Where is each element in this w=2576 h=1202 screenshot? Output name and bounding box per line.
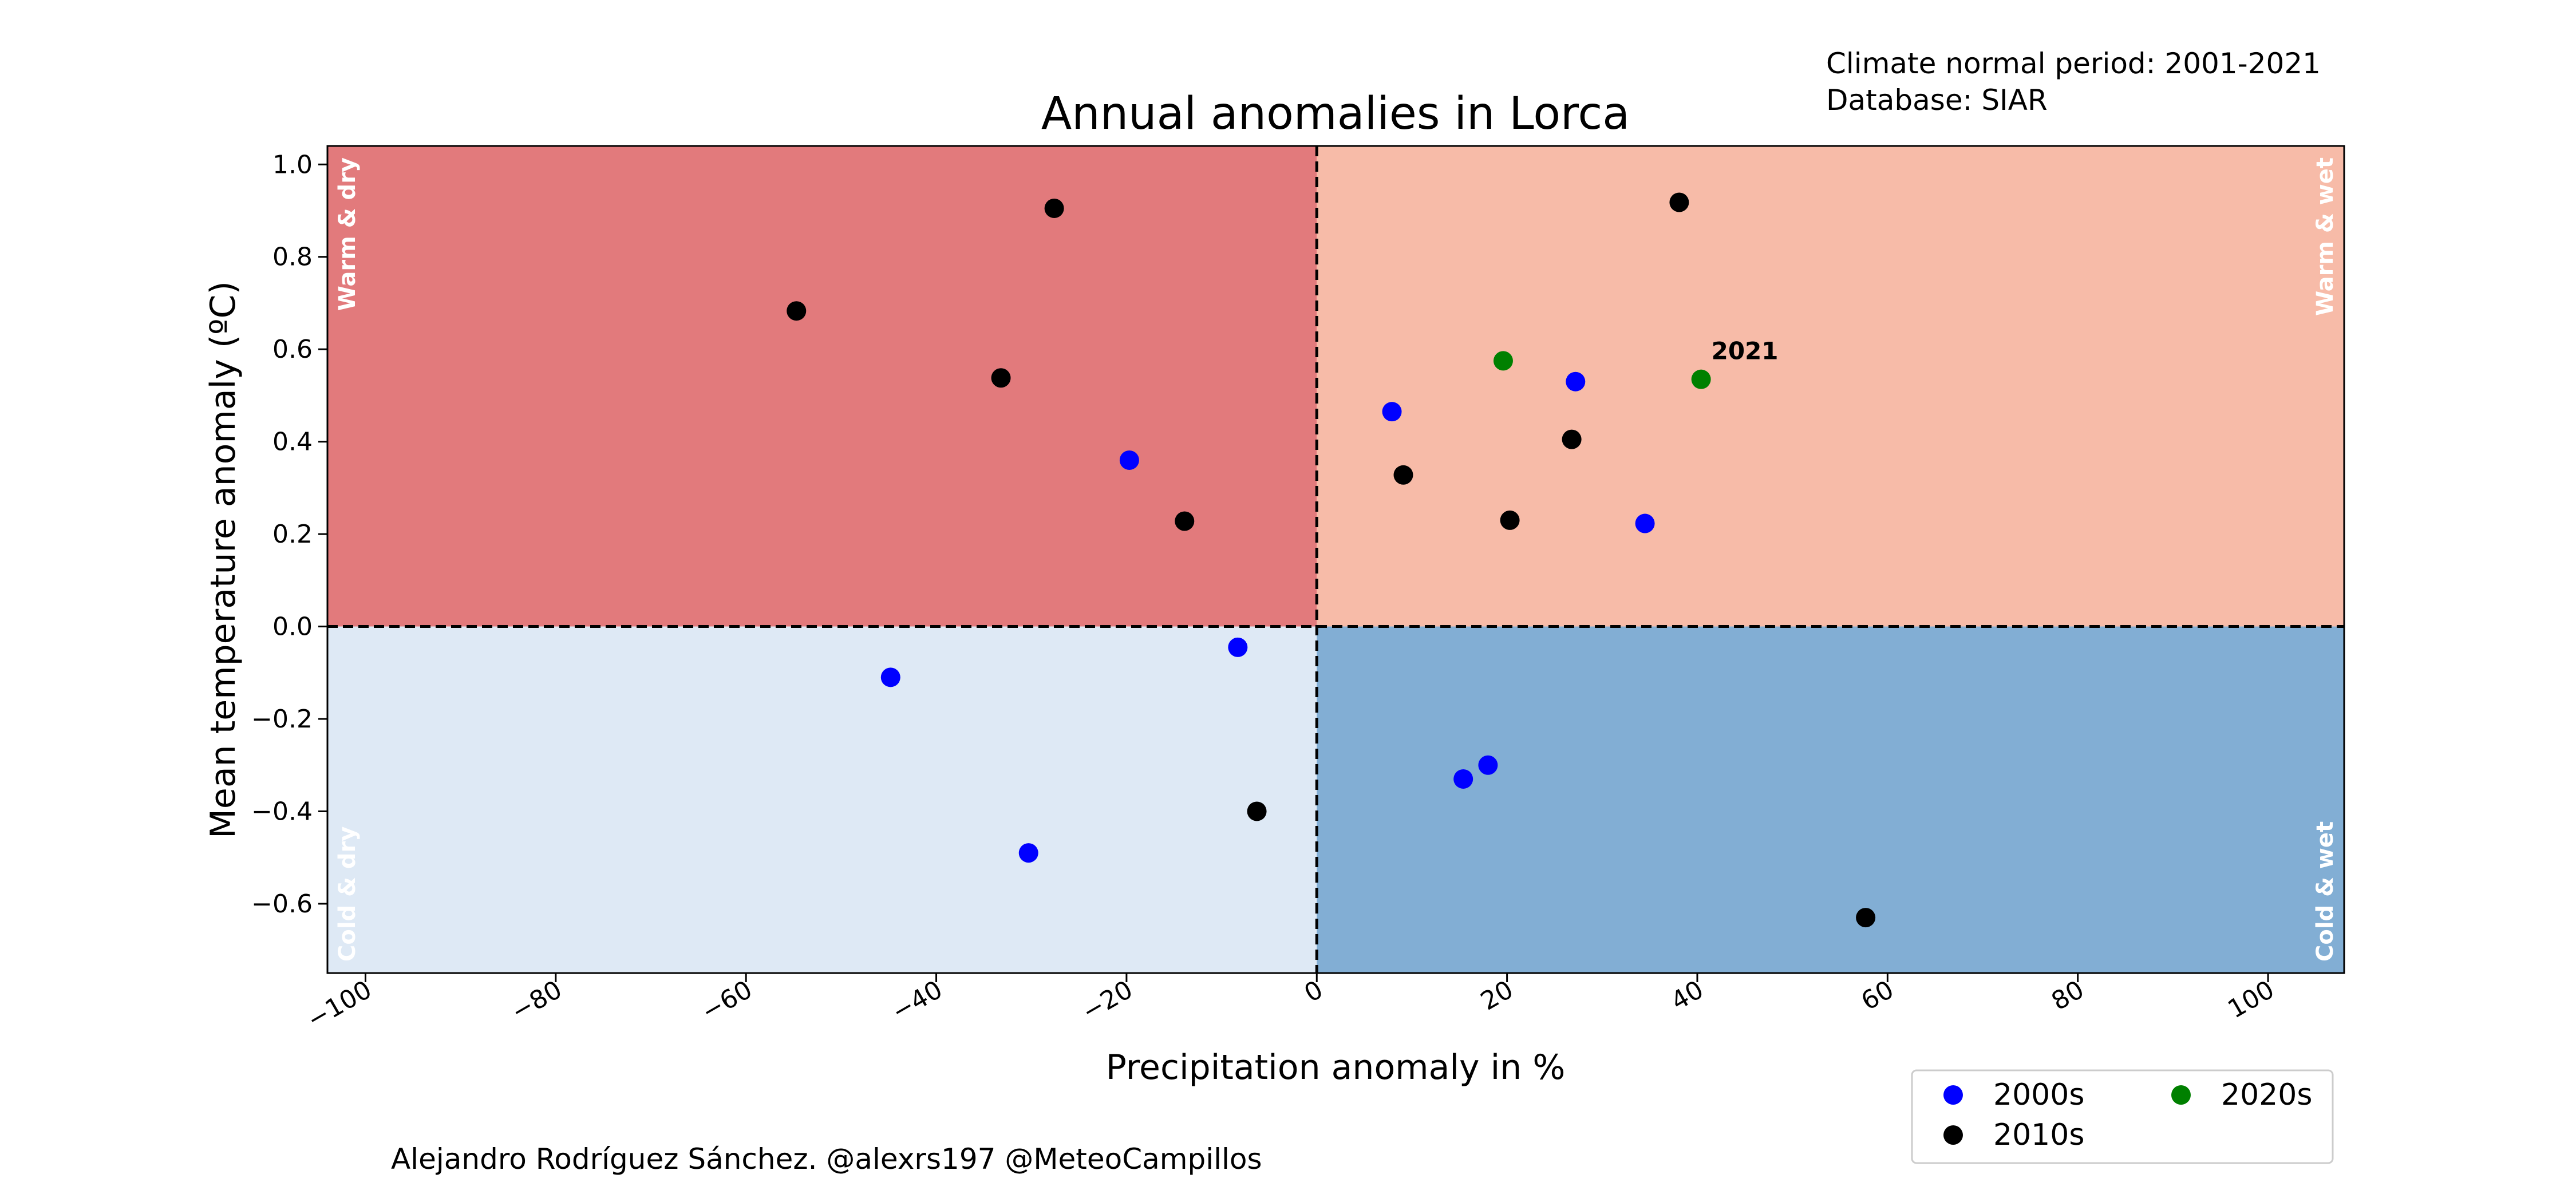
y-tick-label: 0.4 <box>272 428 313 457</box>
quadrant-warm-wet <box>1317 146 2344 627</box>
data-point-2000s <box>1635 513 1655 533</box>
legend-marker-2020s <box>2171 1085 2191 1105</box>
data-point-2000s <box>1018 843 1038 863</box>
x-tick-label: 0 <box>1299 975 1328 1008</box>
database-label: Database: SIAR <box>1826 84 2048 117</box>
data-point-2010s <box>991 368 1011 388</box>
x-tick-label: 20 <box>1476 975 1518 1016</box>
data-point-2010s <box>1044 198 1064 218</box>
x-tick-label: 40 <box>1666 975 1708 1016</box>
data-point-2010s <box>1500 510 1520 530</box>
y-axis-ticks: 1.0 0.8 0.6 0.4 0.2 0.0 −0.2 −0.4 −0.6 <box>251 150 327 919</box>
quadrant-label-cold-dry: Cold & dry <box>334 827 361 962</box>
x-tick-label: −60 <box>697 975 757 1027</box>
data-point-2000s <box>1478 755 1498 775</box>
legend-label-2020s: 2020s <box>2221 1078 2312 1112</box>
quadrant-label-warm-dry: Warm & dry <box>334 157 361 311</box>
x-tick-label: 80 <box>2046 975 2089 1016</box>
data-point-2010s <box>1856 908 1876 928</box>
annotations: 2021 <box>1712 337 1779 365</box>
data-point-2020s <box>1691 369 1711 389</box>
data-point-2000s <box>1119 450 1139 470</box>
data-point-2000s <box>1453 769 1473 789</box>
data-point-2010s <box>1175 511 1195 531</box>
x-tick-label: −20 <box>1077 975 1137 1027</box>
data-point-2010s <box>1669 192 1689 212</box>
y-tick-label: −0.4 <box>251 797 313 826</box>
data-point-2010s <box>787 301 807 321</box>
legend: 2000s 2010s 2020s <box>1911 1069 2334 1164</box>
data-point-2000s <box>880 667 900 687</box>
y-tick-label: 0.6 <box>272 335 313 364</box>
y-tick-label: 1.0 <box>272 150 313 179</box>
chart-title: Annual anomalies in Lorca <box>1041 88 1630 140</box>
legend-marker-2010s <box>1943 1125 1963 1145</box>
y-tick-label: 0.2 <box>272 520 313 549</box>
data-point-2000s <box>1228 637 1248 657</box>
climate-period-label: Climate normal period: 2001-2021 <box>1826 47 2321 80</box>
quadrant-cold-dry <box>327 626 1317 973</box>
y-axis-label: Mean temperature anomaly (ºC) <box>203 281 243 839</box>
quadrant-warm-dry <box>327 146 1317 627</box>
y-tick-label: 0.0 <box>272 612 313 642</box>
legend-box <box>1911 1069 2334 1164</box>
data-point-2000s <box>1566 371 1586 392</box>
x-axis-label: Precipitation anomaly in % <box>1106 1047 1566 1088</box>
quadrant-label-cold-wet: Cold & wet <box>2312 821 2338 962</box>
data-point-2010s <box>1393 465 1413 485</box>
quadrant-cold-wet <box>1317 626 2344 973</box>
credit-text: Alejandro Rodríguez Sánchez. @alexrs197 … <box>391 1142 1262 1176</box>
x-tick-label: −80 <box>506 975 567 1027</box>
y-tick-label: −0.2 <box>251 705 313 734</box>
legend-label-2010s: 2010s <box>1993 1118 2084 1152</box>
x-tick-label: 60 <box>1856 975 1899 1016</box>
quadrant-backgrounds <box>327 146 2344 973</box>
legend-label-2000s: 2000s <box>1993 1078 2084 1112</box>
quadrant-label-warm-wet: Warm & wet <box>2312 157 2338 316</box>
legend-marker-2000s <box>1943 1085 1963 1105</box>
data-point-2000s <box>1382 402 1402 422</box>
y-tick-label: 0.8 <box>272 243 313 272</box>
point-annotation: 2021 <box>1712 337 1779 365</box>
data-point-2020s <box>1493 351 1513 371</box>
y-tick-label: −0.6 <box>251 889 313 919</box>
x-tick-label: 100 <box>2223 975 2279 1024</box>
quadrant-labels: Warm & dry Warm & wet Cold & dry Cold & wet <box>334 157 2338 962</box>
x-axis-ticks: −100 −80 −60 −40 −20 0 20 40 60 80 100 <box>302 973 2279 1035</box>
data-points <box>787 192 1876 928</box>
data-point-2010s <box>1562 429 1582 449</box>
reference-lines <box>327 146 2344 973</box>
data-point-2010s <box>1247 801 1267 821</box>
x-tick-label: −100 <box>302 975 377 1035</box>
x-tick-label: −40 <box>887 975 947 1027</box>
plot-frame <box>326 145 2345 974</box>
